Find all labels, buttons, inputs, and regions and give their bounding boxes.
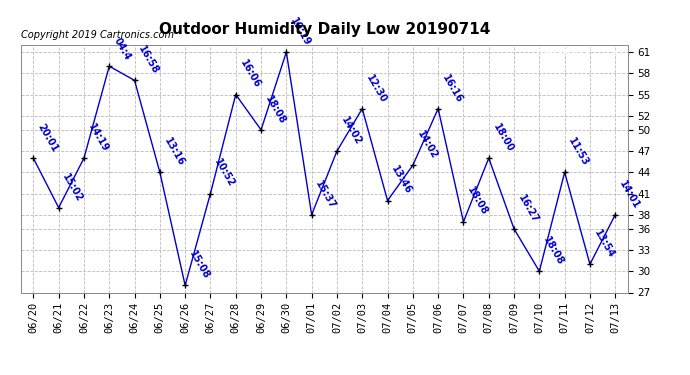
Text: 13:46: 13:46 bbox=[390, 165, 414, 196]
Text: 18:08: 18:08 bbox=[542, 235, 566, 267]
Text: 18:08: 18:08 bbox=[466, 186, 490, 218]
Text: 18:00: 18:00 bbox=[491, 122, 515, 154]
Text: 15:08: 15:08 bbox=[187, 249, 211, 281]
Text: Copyright 2019 Cartronics.com: Copyright 2019 Cartronics.com bbox=[21, 30, 174, 40]
Text: 14:01: 14:01 bbox=[618, 178, 642, 210]
Text: 18:08: 18:08 bbox=[263, 93, 287, 126]
Text: 16:58: 16:58 bbox=[137, 44, 161, 76]
Text: 04:4: 04:4 bbox=[111, 36, 132, 62]
Title: Outdoor Humidity Daily Low 20190714: Outdoor Humidity Daily Low 20190714 bbox=[159, 22, 490, 38]
Text: 15:02: 15:02 bbox=[61, 171, 85, 203]
Text: 13:54: 13:54 bbox=[592, 228, 616, 260]
Text: 13:16: 13:16 bbox=[162, 136, 186, 168]
Text: 16:16: 16:16 bbox=[440, 72, 464, 104]
Text: 14:19: 14:19 bbox=[86, 122, 110, 154]
Text: 16:06: 16:06 bbox=[238, 58, 262, 90]
Text: 15:37: 15:37 bbox=[314, 178, 338, 210]
Text: 10:52: 10:52 bbox=[213, 158, 237, 189]
Text: 11:53: 11:53 bbox=[566, 136, 591, 168]
Text: 20:01: 20:01 bbox=[35, 122, 59, 154]
Text: 16:27: 16:27 bbox=[516, 193, 540, 225]
Text: 10:19: 10:19 bbox=[288, 16, 313, 48]
Text: 12:30: 12:30 bbox=[364, 72, 388, 104]
Text: 14:02: 14:02 bbox=[339, 115, 363, 147]
Text: 14:02: 14:02 bbox=[415, 129, 439, 161]
